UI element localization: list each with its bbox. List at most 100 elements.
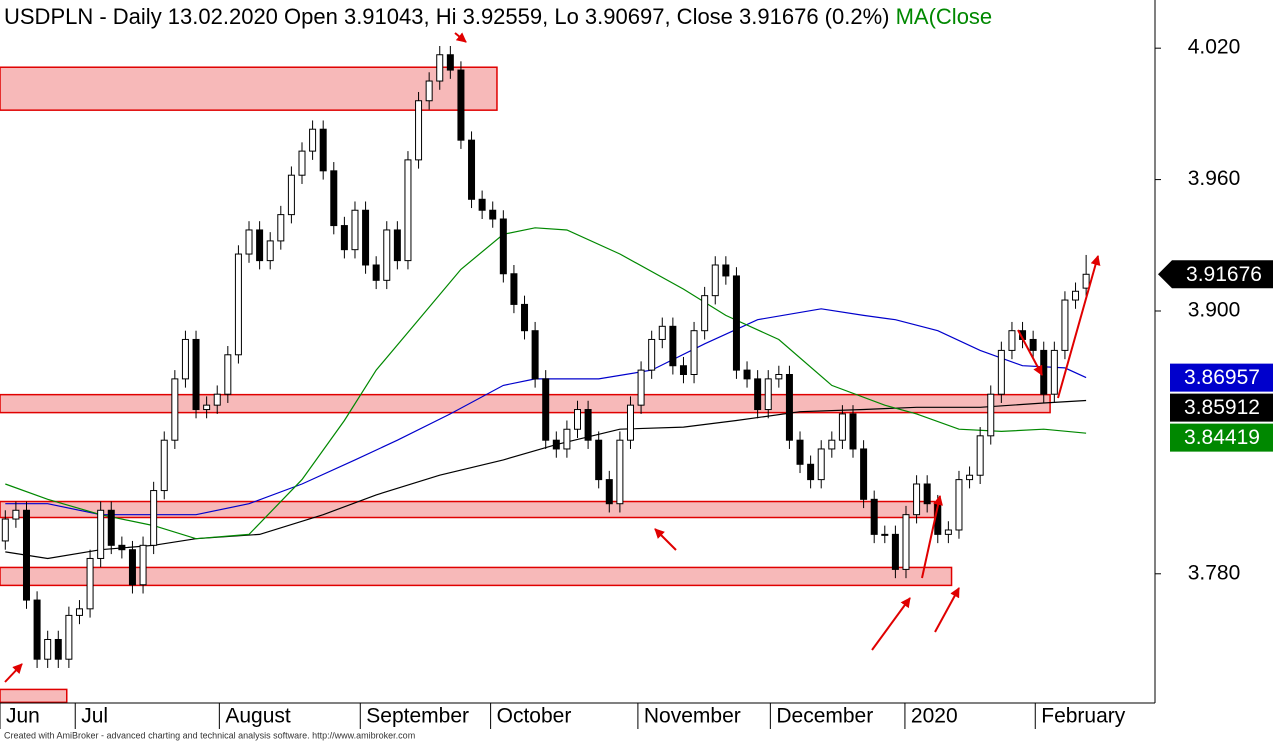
candle-body — [436, 54, 444, 82]
candle-body — [245, 229, 253, 255]
candle-body — [902, 514, 910, 570]
candle-body — [319, 128, 327, 172]
candle-body — [97, 509, 105, 559]
candle-body — [446, 54, 454, 71]
price-marker — [1158, 260, 1273, 289]
candle-body — [976, 435, 984, 476]
price-label: 3.91676 — [1186, 263, 1262, 286]
candle-body — [817, 448, 825, 481]
candle-body — [22, 509, 30, 601]
candle-body — [743, 369, 751, 380]
footer: Created with AmiBroker - advanced charti… — [4, 730, 415, 740]
candle-body — [330, 170, 338, 227]
candle-body — [171, 378, 179, 441]
arrows — [4, 32, 1101, 683]
candle-body — [266, 240, 274, 262]
candle-body — [277, 214, 285, 242]
x-tick-label: Jun — [6, 705, 40, 728]
arrow — [454, 32, 467, 43]
candle-body — [372, 264, 380, 281]
candle-body — [33, 599, 41, 660]
y-tick-label: 3.780 — [1188, 561, 1241, 584]
candle-body — [203, 404, 211, 411]
x-tick-label: September — [366, 705, 469, 728]
candle-body — [139, 544, 147, 586]
candle-body — [404, 159, 412, 262]
candle-body — [160, 439, 168, 492]
candle-body — [510, 273, 518, 305]
candle-body — [425, 80, 433, 102]
candle-body — [542, 378, 550, 441]
candle-body — [362, 209, 370, 266]
zone — [0, 66, 498, 111]
candle-body — [256, 229, 264, 262]
candle-body — [65, 614, 73, 660]
candle-body — [340, 225, 348, 251]
candle-body — [605, 479, 613, 505]
candle-body — [860, 448, 868, 500]
candle-body — [287, 174, 295, 216]
candle-body — [987, 393, 995, 437]
candle-body — [468, 139, 476, 200]
candle-body — [478, 198, 486, 211]
y-tick-label: 4.020 — [1188, 36, 1241, 59]
arrow — [921, 495, 943, 579]
zone — [0, 688, 68, 704]
candle-body — [775, 373, 783, 380]
candle-body — [1, 518, 9, 542]
candle-body — [489, 209, 497, 220]
candle-body — [648, 338, 656, 371]
candle-body — [881, 533, 889, 536]
arrow — [1057, 255, 1101, 399]
candle-body — [796, 439, 804, 465]
candle-body — [1061, 299, 1069, 351]
candle-body — [107, 509, 115, 546]
candle-body — [150, 490, 158, 546]
title-text: USDPLN - Daily 13.02.2020 Open 3.91043, … — [4, 4, 889, 29]
y-tick-label: 3.900 — [1188, 299, 1241, 322]
title-ma: MA(Close — [896, 4, 993, 29]
ma-value-box — [1170, 363, 1273, 392]
ma-value-label: 3.86957 — [1184, 366, 1260, 389]
candle-body — [701, 295, 709, 332]
candle-body — [86, 557, 94, 610]
x-tick-label: August — [225, 705, 291, 728]
candle-body — [955, 479, 963, 531]
candle-body — [637, 369, 645, 406]
candle-body — [764, 378, 772, 411]
x-tick-label: 2020 — [911, 705, 958, 728]
candle-body — [923, 483, 931, 505]
candle-body — [966, 474, 974, 481]
candle-body — [1072, 290, 1080, 301]
candle-body — [732, 275, 740, 371]
ma-value-box — [1170, 393, 1273, 422]
candle-body — [309, 128, 317, 152]
ma-value-box — [1170, 423, 1273, 452]
x-tick-label: November — [644, 705, 741, 728]
candle-body — [224, 354, 232, 395]
candle-body — [658, 325, 666, 340]
arrow — [934, 587, 960, 633]
ma-value-label: 3.84419 — [1184, 426, 1260, 449]
candle-body — [181, 338, 189, 380]
candle-body — [393, 229, 401, 262]
zone — [0, 393, 1051, 414]
candle-body — [626, 404, 634, 441]
candle-body — [944, 529, 952, 535]
candle-body — [574, 409, 581, 430]
candle-body — [722, 264, 730, 277]
candle-body — [849, 413, 857, 450]
candle-body — [679, 365, 687, 375]
ma-value-label: 3.85912 — [1184, 396, 1260, 419]
candle-body — [552, 439, 560, 450]
ma-line — [5, 308, 1087, 516]
candle-body — [595, 439, 603, 481]
arrow — [654, 528, 677, 551]
candle-body — [75, 608, 83, 616]
x-tick-label: October — [497, 705, 572, 728]
candle-body — [457, 69, 465, 141]
candle-body — [1050, 349, 1058, 395]
arrow — [4, 663, 23, 683]
candle-body — [128, 549, 136, 586]
